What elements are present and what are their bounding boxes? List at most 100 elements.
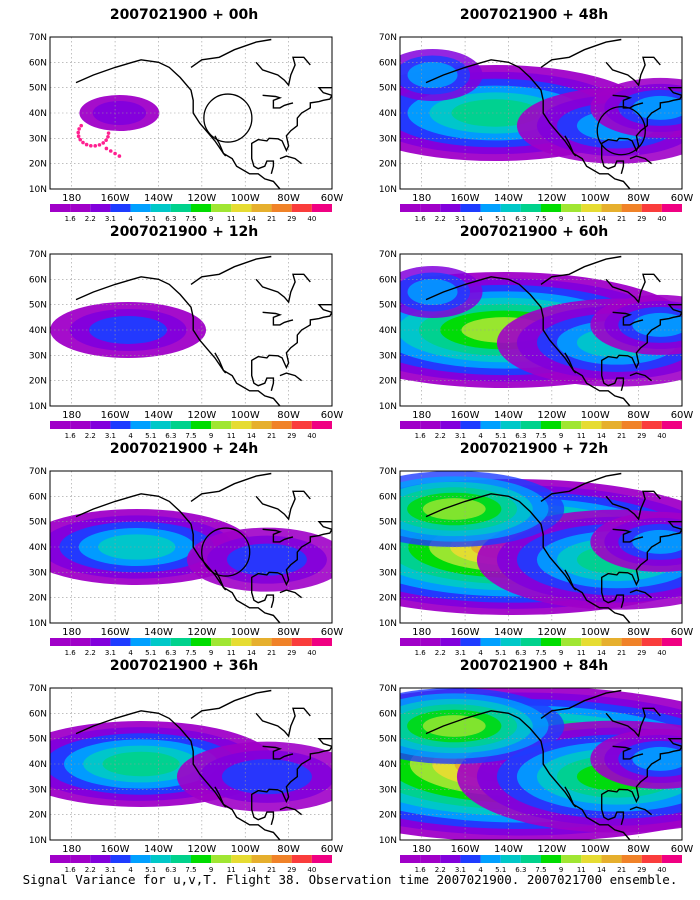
- colorbar-swatch: [150, 638, 171, 646]
- lon-tick-label: 140W: [494, 627, 523, 638]
- colorbar-label: 5.1: [145, 866, 156, 874]
- colorbar-swatch: [50, 421, 71, 429]
- colorbar-swatch: [251, 855, 272, 863]
- colorbar-swatch: [541, 421, 562, 429]
- coastline: [425, 710, 631, 840]
- lon-tick-label: 160W: [101, 627, 130, 638]
- lon-tick-label: 140W: [494, 410, 523, 421]
- lat-tick-label: 60N: [29, 275, 47, 285]
- lon-tick-label: 80W: [627, 844, 650, 855]
- colorbar-label: 11: [577, 649, 586, 657]
- coastline: [601, 148, 625, 174]
- colorbar-swatch: [400, 638, 421, 646]
- lat-tick-label: 60N: [379, 709, 397, 719]
- panel-title: 2007021900 + 48h: [459, 7, 609, 23]
- lon-tick-label: 60W: [671, 627, 694, 638]
- variance-map: 70N 60N 50N 40N 30N 20N 10N 180 160W 140W 120W 100W…: [379, 467, 694, 657]
- colorbar-swatch: [311, 855, 332, 863]
- variance-blob: [407, 62, 458, 88]
- lat-tick-label: 20N: [379, 160, 397, 170]
- lon-tick-label: 80W: [627, 410, 650, 421]
- colorbar-label: 1.6: [65, 649, 77, 657]
- coastline: [612, 94, 644, 109]
- colorbar-label: 4: [478, 215, 483, 223]
- colorbar-swatch: [271, 855, 292, 863]
- colorbar-swatch: [251, 421, 272, 429]
- dropsonde-point: [117, 154, 122, 158]
- coastline: [564, 786, 577, 808]
- lat-tick-label: 40N: [29, 543, 47, 553]
- lon-tick-label: 80W: [627, 627, 650, 638]
- colorbar-swatch: [311, 204, 332, 212]
- lat-tick-label: 30N: [379, 785, 397, 795]
- dropsonde-point: [104, 138, 108, 142]
- colorbar-swatch: [661, 421, 682, 429]
- dropsonde-point: [104, 146, 109, 151]
- lat-tick-label: 40N: [379, 543, 397, 553]
- dropsonde-point: [81, 140, 85, 145]
- forecast-panel: 2007021900 + 36h 70N 60N 50N 40N 30N 20N 10N 180…: [14, 658, 354, 876]
- lat-tick-label: 70N: [379, 684, 397, 694]
- colorbar-label: 4: [128, 215, 133, 223]
- colorbar-swatch: [440, 638, 461, 646]
- colorbar-label: 14: [247, 432, 256, 440]
- colorbar-swatch: [191, 855, 212, 863]
- lon-tick-label: 120W: [187, 410, 216, 421]
- colorbar-swatch: [291, 204, 312, 212]
- variance-map: 70N 60N 50N 40N 30N 20N 10N 180 160W 140W 120W 100W…: [379, 250, 694, 440]
- coastline: [190, 472, 272, 502]
- colorbar-swatch: [661, 855, 682, 863]
- colorbar-swatch: [211, 421, 232, 429]
- colorbar-swatch: [601, 855, 622, 863]
- coastline: [75, 710, 281, 840]
- variance-blob: [102, 751, 180, 777]
- colorbar-swatch: [110, 204, 131, 212]
- dropsonde-point: [76, 134, 81, 138]
- variance-map: 70N 60N 50N 40N 30N 20N 10N 180 160W 140W 120W 100W…: [29, 33, 344, 223]
- colorbar-label: 11: [577, 432, 586, 440]
- coastline: [262, 745, 294, 760]
- lat-tick-label: 30N: [29, 785, 47, 795]
- panel-title: 2007021900 + 36h: [109, 658, 259, 674]
- colorbar-swatch: [170, 204, 191, 212]
- lon-tick-label: 180: [412, 193, 431, 204]
- map-frame: [399, 687, 683, 841]
- colorbar-label: 29: [287, 649, 296, 657]
- coastline: [425, 59, 631, 189]
- lon-tick-label: 100W: [581, 410, 610, 421]
- lon-tick-label: 120W: [187, 627, 216, 638]
- colorbar-swatch: [191, 421, 212, 429]
- colorbar-label: 1.6: [415, 649, 427, 657]
- coastline: [262, 528, 294, 543]
- coastline: [251, 148, 275, 174]
- lon-tick-label: 60W: [321, 193, 344, 204]
- lon-tick-label: 60W: [321, 844, 344, 855]
- panel-title: 2007021900 + 24h: [109, 441, 259, 457]
- lon-tick-label: 180: [62, 193, 81, 204]
- colorbar-swatch: [420, 204, 441, 212]
- coastline: [75, 59, 281, 189]
- colorbar-label: 5.1: [495, 432, 506, 440]
- lat-tick-label: 70N: [379, 33, 397, 43]
- colorbar-swatch: [170, 638, 191, 646]
- coastline: [425, 276, 631, 406]
- coastline: [601, 304, 682, 370]
- colorbar-swatch: [170, 855, 191, 863]
- colorbar-label: 21: [617, 432, 626, 440]
- colorbar-label: 4: [128, 432, 133, 440]
- lon-tick-label: 160W: [451, 410, 480, 421]
- coastline: [279, 155, 303, 165]
- lon-tick-label: 120W: [187, 193, 216, 204]
- lat-tick-label: 40N: [29, 760, 47, 770]
- colorbar-swatch: [400, 855, 421, 863]
- lat-tick-label: 30N: [379, 134, 397, 144]
- colorbar-swatch: [561, 204, 582, 212]
- colorbar-swatch: [90, 855, 111, 863]
- lon-tick-label: 80W: [277, 410, 300, 421]
- lat-tick-label: 40N: [379, 326, 397, 336]
- lat-tick-label: 50N: [379, 518, 397, 528]
- coastline: [601, 738, 682, 804]
- panel-title: 2007021900 + 60h: [459, 224, 609, 240]
- lat-tick-label: 40N: [29, 326, 47, 336]
- lon-tick-label: 180: [62, 627, 81, 638]
